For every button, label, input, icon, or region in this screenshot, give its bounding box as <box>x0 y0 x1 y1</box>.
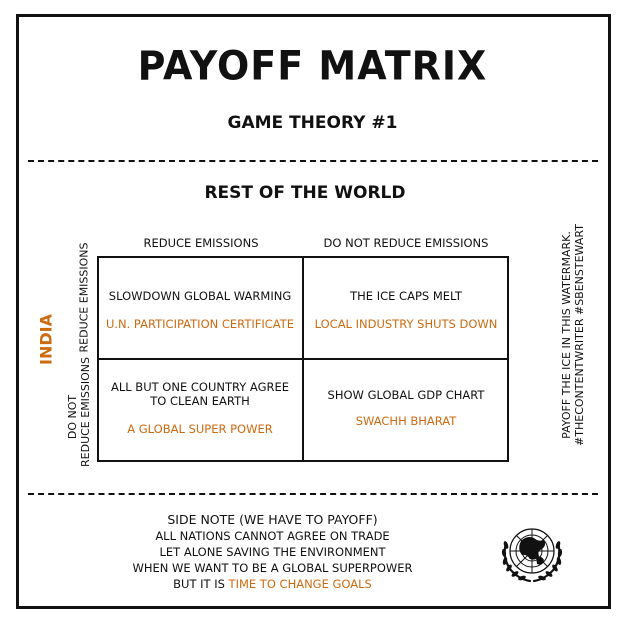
cell-payoff: U.N. PARTICIPATION CERTIFICATE <box>105 317 295 331</box>
footnote: SIDE NOTE (WE HAVE TO PAYOFF) ALL NATION… <box>100 512 445 592</box>
poster-frame <box>16 14 611 609</box>
matrix-horizontal-line <box>97 358 509 360</box>
column-strategy-2: DO NOT REDUCE EMISSIONS <box>323 236 489 250</box>
cell-payoff: A GLOBAL SUPER POWER <box>127 422 273 436</box>
column-strategy-1: REDUCE EMISSIONS <box>143 236 259 250</box>
cell-payoff: LOCAL INDUSTRY SHUTS DOWN <box>314 317 498 331</box>
side-note-text: PAYOFF THE ICE IN THIS WATERMARK. #THECO… <box>560 217 586 453</box>
footnote-heading: SIDE NOTE (WE HAVE TO PAYOFF) <box>167 512 378 527</box>
matrix-cell: THE ICE CAPS MELT LOCAL INDUSTRY SHUTS D… <box>305 289 507 331</box>
cell-outcome: SHOW GLOBAL GDP CHART <box>327 388 485 402</box>
side-note-line-1: PAYOFF THE ICE IN THIS WATERMARK. <box>560 231 573 439</box>
footnote-line: ALL NATIONS CANNOT AGREE ON TRADE <box>155 529 390 543</box>
matrix-cell: SLOWDOWN GLOBAL WARMING U.N. PARTICIPATI… <box>100 289 300 331</box>
page-title: PAYOFF MATRIX <box>137 42 488 90</box>
cell-outcome: SLOWDOWN GLOBAL WARMING <box>108 289 292 303</box>
footnote-line: WHEN WE WANT TO BE A GLOBAL SUPERPOWER <box>132 561 413 575</box>
footnote-line: LET ALONE SAVING THE ENVIRONMENT <box>159 545 386 559</box>
bottom-divider <box>28 493 598 495</box>
un-emblem-icon <box>501 528 563 583</box>
row-player-label: INDIA <box>36 314 56 365</box>
row-strategy-1: REDUCE EMISSIONS <box>77 242 91 353</box>
footnote-highlight: TIME TO CHANGE GOALS <box>228 577 372 591</box>
page-subtitle: GAME THEORY #1 <box>227 113 398 133</box>
side-note-line-2: #THECONTENTWRITER #SBENSTEWART <box>573 224 586 446</box>
top-divider <box>28 160 598 162</box>
footnote-line-last: BUT IT IS TIME TO CHANGE GOALS <box>100 576 445 592</box>
column-player-label: REST OF THE WORLD <box>204 183 406 203</box>
cell-outcome: ALL BUT ONE COUNTRY AGREE TO CLEAN EARTH <box>110 380 290 408</box>
matrix-cell: SHOW GLOBAL GDP CHART SWACHH BHARAT <box>305 388 507 428</box>
matrix-cell: ALL BUT ONE COUNTRY AGREE TO CLEAN EARTH … <box>100 380 300 436</box>
row-strategy-2: DO NOT REDUCE EMISSIONS <box>66 357 92 467</box>
side-watermark-note: PAYOFF THE ICE IN THIS WATERMARK. #THECO… <box>560 212 586 448</box>
cell-payoff: SWACHH BHARAT <box>355 414 457 428</box>
footnote-last-prefix: BUT IT IS <box>173 577 229 591</box>
row-strategy-2-text: DO NOT REDUCE EMISSIONS <box>66 356 92 467</box>
cell-outcome: THE ICE CAPS MELT <box>350 289 462 303</box>
